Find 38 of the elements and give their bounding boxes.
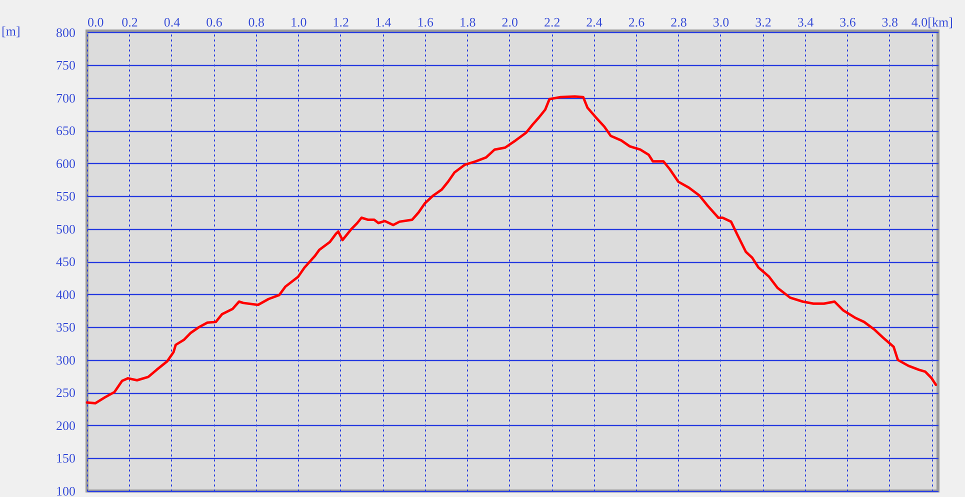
- y-tick-label: 600: [56, 156, 76, 171]
- x-tick-label: 1.4: [375, 14, 392, 30]
- x-tick-label: 2.6: [628, 14, 646, 30]
- x-tick-label: 0.4: [164, 14, 181, 30]
- x-tick-label: 0.0: [88, 14, 104, 30]
- x-tick-label: 3.6: [840, 14, 856, 30]
- y-tick-label: 350: [56, 320, 76, 335]
- y-tick-label: 400: [56, 286, 76, 302]
- x-tick-label: 2.8: [670, 14, 687, 30]
- y-tick-label: 500: [56, 221, 76, 236]
- x-tick-label: 2.0: [502, 14, 518, 30]
- x-tick-label: 4.0[km]: [911, 14, 953, 30]
- y-tick-label: 700: [56, 90, 76, 106]
- y-tick-label: 250: [56, 385, 76, 400]
- y-tick-label: 650: [56, 123, 76, 138]
- y-tick-label: 550: [56, 188, 76, 204]
- x-tick-label: 1.8: [459, 14, 476, 30]
- x-tick-label: 2.2: [544, 14, 560, 30]
- y-tick-label: 100: [56, 484, 76, 497]
- y-axis-title: [m]: [2, 24, 20, 38]
- line-series: [86, 95, 938, 404]
- x-tick-label: 1.6: [417, 14, 434, 30]
- x-tick-label: 1.2: [332, 14, 350, 30]
- y-tick-label: 300: [56, 352, 76, 368]
- x-tick-label: 1.0: [290, 14, 307, 30]
- y-tick-label: 200: [56, 418, 76, 433]
- y-tick-label: 750: [56, 58, 76, 73]
- x-tick-label: 0.6: [206, 14, 223, 30]
- x-tick-label: 3.4: [797, 14, 814, 30]
- y-tick-label: 450: [56, 254, 76, 270]
- x-tick-label: 3.2: [755, 14, 772, 30]
- x-tick-label: 2.4: [586, 14, 603, 30]
- x-tick-label: 0.8: [248, 14, 265, 30]
- y-tick-label: 150: [56, 450, 76, 466]
- x-tick-label: 0.2: [122, 14, 138, 30]
- x-tick-label: 3.0: [712, 14, 730, 30]
- x-tick-label: 3.8: [882, 14, 898, 30]
- y-tick-label: 800: [56, 24, 76, 40]
